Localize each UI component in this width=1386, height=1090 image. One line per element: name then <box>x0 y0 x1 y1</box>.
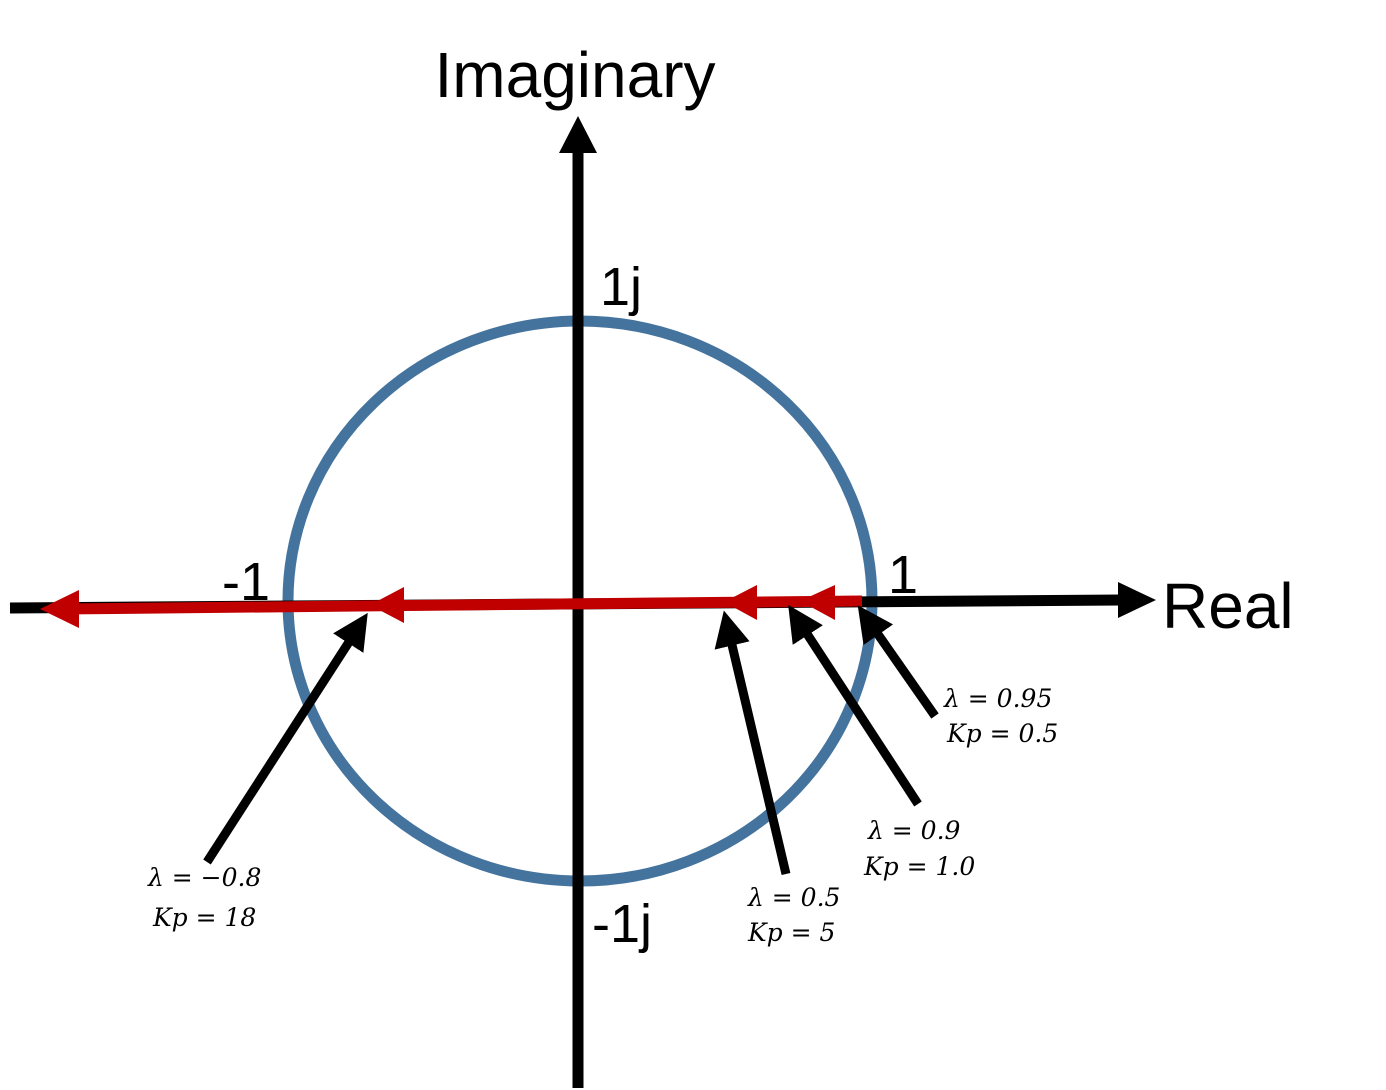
annotation-lambda-0.95: λ = 0.95 <box>943 684 1052 713</box>
tick-label-minus-1j: -1j <box>592 894 652 954</box>
tick-label-1: 1 <box>888 545 918 605</box>
tick-label-1j: 1j <box>600 257 642 317</box>
annotation-arrow-0.95 <box>857 605 939 719</box>
annotation-kp-5: Kp = 5 <box>747 918 835 947</box>
locus-arrowhead-far-left <box>40 590 79 628</box>
imaginary-axis-arrowhead <box>559 116 597 153</box>
annotation-arrow-0.9 <box>788 604 922 807</box>
annotation-lambda-0.9: λ = 0.9 <box>867 816 961 845</box>
annotation-lambda-0.5: λ = 0.5 <box>747 883 840 912</box>
imaginary-axis-label: Imaginary <box>435 39 716 111</box>
annotation-kp-0.5: Kp = 0.5 <box>946 719 1058 748</box>
locus-arrowhead-minus-0.8 <box>370 587 404 623</box>
real-axis-arrowhead <box>1118 582 1156 618</box>
real-axis-label: Real <box>1162 570 1294 642</box>
tick-label-minus-1: -1 <box>222 552 270 612</box>
annotation-arrow-minus-0.8 <box>203 612 368 865</box>
locus-arrowhead-0.9 <box>800 585 835 620</box>
locus-arrowhead-0.5 <box>724 585 757 620</box>
annotation-arrow-0.5 <box>714 610 791 876</box>
annotation-lambda-minus-0.8: λ = −0.8 <box>147 863 261 892</box>
annotation-kp-1.0: Kp = 1.0 <box>863 852 975 881</box>
annotation-kp-18: Kp = 18 <box>152 903 256 932</box>
